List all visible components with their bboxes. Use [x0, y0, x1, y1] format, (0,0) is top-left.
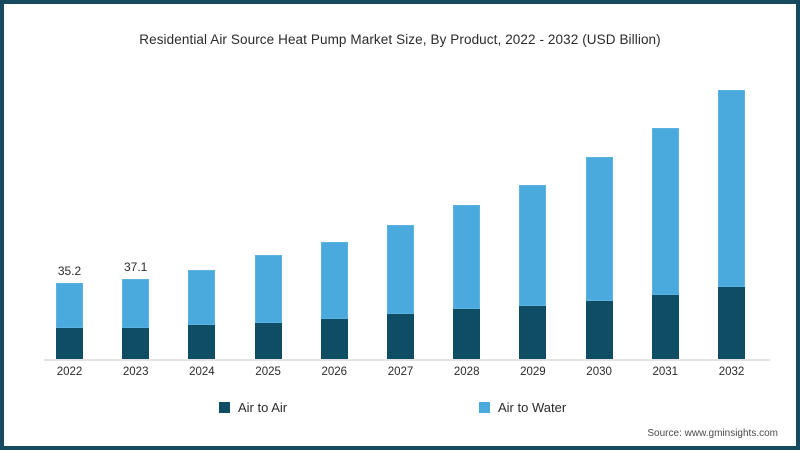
chart-title: Residential Air Source Heat Pump Market … — [139, 32, 661, 47]
bar-segment-air-to-air[interactable] — [122, 327, 150, 359]
bar-segment-air-to-water[interactable] — [188, 269, 216, 326]
legend-color-swatch-icon — [479, 402, 490, 413]
bar-segment-air-to-water[interactable] — [718, 90, 745, 288]
bar-value-label: 37.1 — [124, 260, 148, 275]
bar-segment-air-to-water[interactable] — [585, 157, 613, 302]
bar-segment-air-to-water[interactable] — [387, 224, 414, 314]
x-axis-tick-label: 2029 — [520, 366, 546, 378]
bar-segment-air-to-air[interactable] — [453, 309, 481, 359]
bar-segment-air-to-air[interactable] — [320, 318, 348, 359]
bar-column[interactable] — [718, 90, 745, 359]
x-axis-tick-label: 2023 — [122, 366, 149, 378]
bar-segment-air-to-air[interactable] — [585, 301, 613, 359]
x-axis-tick-label: 2022 — [56, 366, 83, 378]
source-attribution: Source: www.gminsights.com — [647, 428, 778, 439]
bar-column[interactable] — [585, 157, 613, 359]
bar-column[interactable] — [320, 241, 348, 359]
bar-column[interactable] — [453, 205, 481, 359]
bar-column[interactable]: 37.1 — [122, 260, 150, 359]
chart-legend: Air to Air Air to Water — [4, 400, 796, 420]
bar-column[interactable] — [651, 128, 679, 359]
x-axis-tick-label: 2031 — [652, 366, 679, 378]
bar-column[interactable] — [188, 269, 216, 359]
x-axis-tick-label: 2032 — [718, 366, 745, 378]
bar-value-label: 35.2 — [57, 264, 82, 279]
bar-segment-air-to-water[interactable] — [320, 241, 348, 319]
x-axis-tick-label: 2030 — [586, 366, 612, 378]
legend-item-label: Air to Air — [238, 400, 288, 415]
bar-segment-air-to-water[interactable] — [453, 205, 481, 310]
x-axis-tick-label: 2028 — [453, 366, 480, 378]
bar-segment-air-to-water[interactable] — [254, 255, 282, 324]
x-axis-line — [44, 359, 770, 361]
bar-segment-air-to-air[interactable] — [519, 306, 547, 359]
legend-item[interactable]: Air to Water — [479, 400, 566, 415]
bar-segment-air-to-air[interactable] — [387, 313, 414, 359]
bar-segment-air-to-water[interactable] — [519, 184, 547, 307]
bar-segment-air-to-air[interactable] — [718, 287, 745, 359]
bar-segment-air-to-air[interactable] — [188, 325, 216, 359]
bar-segment-air-to-water[interactable] — [651, 128, 679, 295]
bar-segment-air-to-air[interactable] — [651, 294, 679, 359]
x-axis-tick-label: 2025 — [255, 366, 281, 378]
bar-column[interactable] — [387, 224, 414, 359]
bar-column[interactable]: 35.2 — [56, 264, 83, 359]
legend-item[interactable]: Air to Air — [219, 400, 287, 415]
legend-color-swatch-icon — [219, 402, 230, 413]
bar-segment-air-to-air[interactable] — [56, 328, 83, 359]
bar-segment-air-to-water[interactable] — [122, 279, 150, 328]
bar-column[interactable] — [254, 255, 282, 359]
x-axis-tick-label: 2026 — [321, 366, 348, 378]
legend-item-label: Air to Water — [498, 400, 567, 415]
x-axis-tick-label: 2027 — [387, 366, 414, 378]
bar-segment-air-to-air[interactable] — [254, 323, 282, 359]
bar-column[interactable] — [519, 184, 547, 359]
plot-area: 35.2 2022 37.1 2023 2024 2025 2026 2027 2028 2029… — [4, 4, 796, 446]
x-axis-tick-label: 2024 — [189, 366, 215, 378]
bar-segment-air-to-water[interactable] — [56, 283, 83, 329]
